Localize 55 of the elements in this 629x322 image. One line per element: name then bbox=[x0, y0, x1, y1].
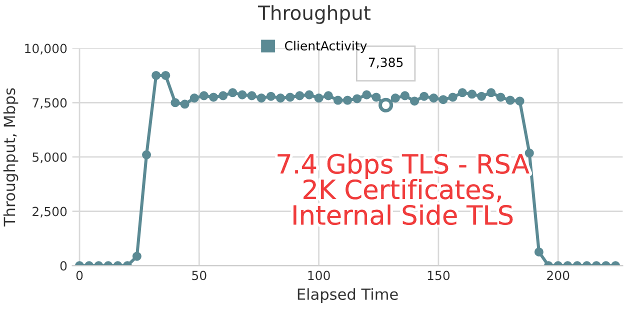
y-tick-label: 2,500 bbox=[32, 206, 67, 218]
point bbox=[170, 98, 180, 108]
point bbox=[276, 94, 286, 103]
point bbox=[496, 92, 506, 102]
point bbox=[372, 92, 381, 102]
x-tick-label: 50 bbox=[192, 270, 206, 280]
point bbox=[238, 90, 247, 100]
point bbox=[458, 88, 467, 98]
point bbox=[266, 92, 276, 101]
y-tick-label: 7,500 bbox=[32, 98, 67, 109]
y-tick-label: 0 bbox=[60, 261, 67, 271]
point bbox=[506, 96, 515, 105]
x-tick-label: 200 bbox=[547, 270, 570, 280]
point bbox=[477, 92, 486, 101]
point bbox=[304, 90, 314, 100]
annotation: 7.4 Gbps TLS - RSA 2K Certificates, Internal Side TLS bbox=[278, 153, 530, 225]
point bbox=[190, 94, 199, 103]
point bbox=[467, 90, 476, 99]
point bbox=[438, 95, 448, 104]
point bbox=[209, 92, 218, 102]
point bbox=[256, 94, 266, 103]
point bbox=[295, 91, 304, 100]
point bbox=[199, 91, 208, 100]
point bbox=[448, 92, 458, 102]
point bbox=[218, 91, 228, 100]
point bbox=[324, 91, 333, 100]
x-axis-title: Elapsed Time bbox=[298, 288, 398, 303]
x-tick-label: 100 bbox=[308, 270, 330, 280]
point bbox=[410, 96, 420, 106]
point bbox=[161, 70, 170, 80]
chart-title: Throughput bbox=[258, 5, 370, 24]
point bbox=[180, 100, 190, 109]
point bbox=[314, 94, 324, 103]
point bbox=[486, 88, 496, 98]
x-tick-label: 0 bbox=[76, 270, 83, 280]
annotation: 7,385 bbox=[368, 58, 403, 68]
y-tick-label: 5,000 bbox=[32, 152, 67, 164]
point bbox=[152, 70, 161, 80]
x-tick-label: 150 bbox=[428, 270, 450, 280]
point bbox=[390, 94, 400, 103]
point bbox=[429, 94, 438, 103]
point bbox=[333, 96, 342, 105]
legend-label: ClientActivity bbox=[284, 40, 367, 53]
point bbox=[343, 96, 352, 105]
point bbox=[286, 92, 295, 102]
point bbox=[352, 94, 362, 104]
point bbox=[362, 90, 372, 100]
y-axis-title: Throughput, Mbps bbox=[3, 88, 18, 227]
point bbox=[400, 91, 410, 100]
y-tick-label: 10,000 bbox=[25, 44, 67, 54]
point bbox=[420, 92, 429, 101]
point bbox=[515, 96, 524, 106]
point bbox=[247, 91, 256, 100]
point bbox=[142, 150, 152, 160]
point bbox=[228, 88, 238, 98]
